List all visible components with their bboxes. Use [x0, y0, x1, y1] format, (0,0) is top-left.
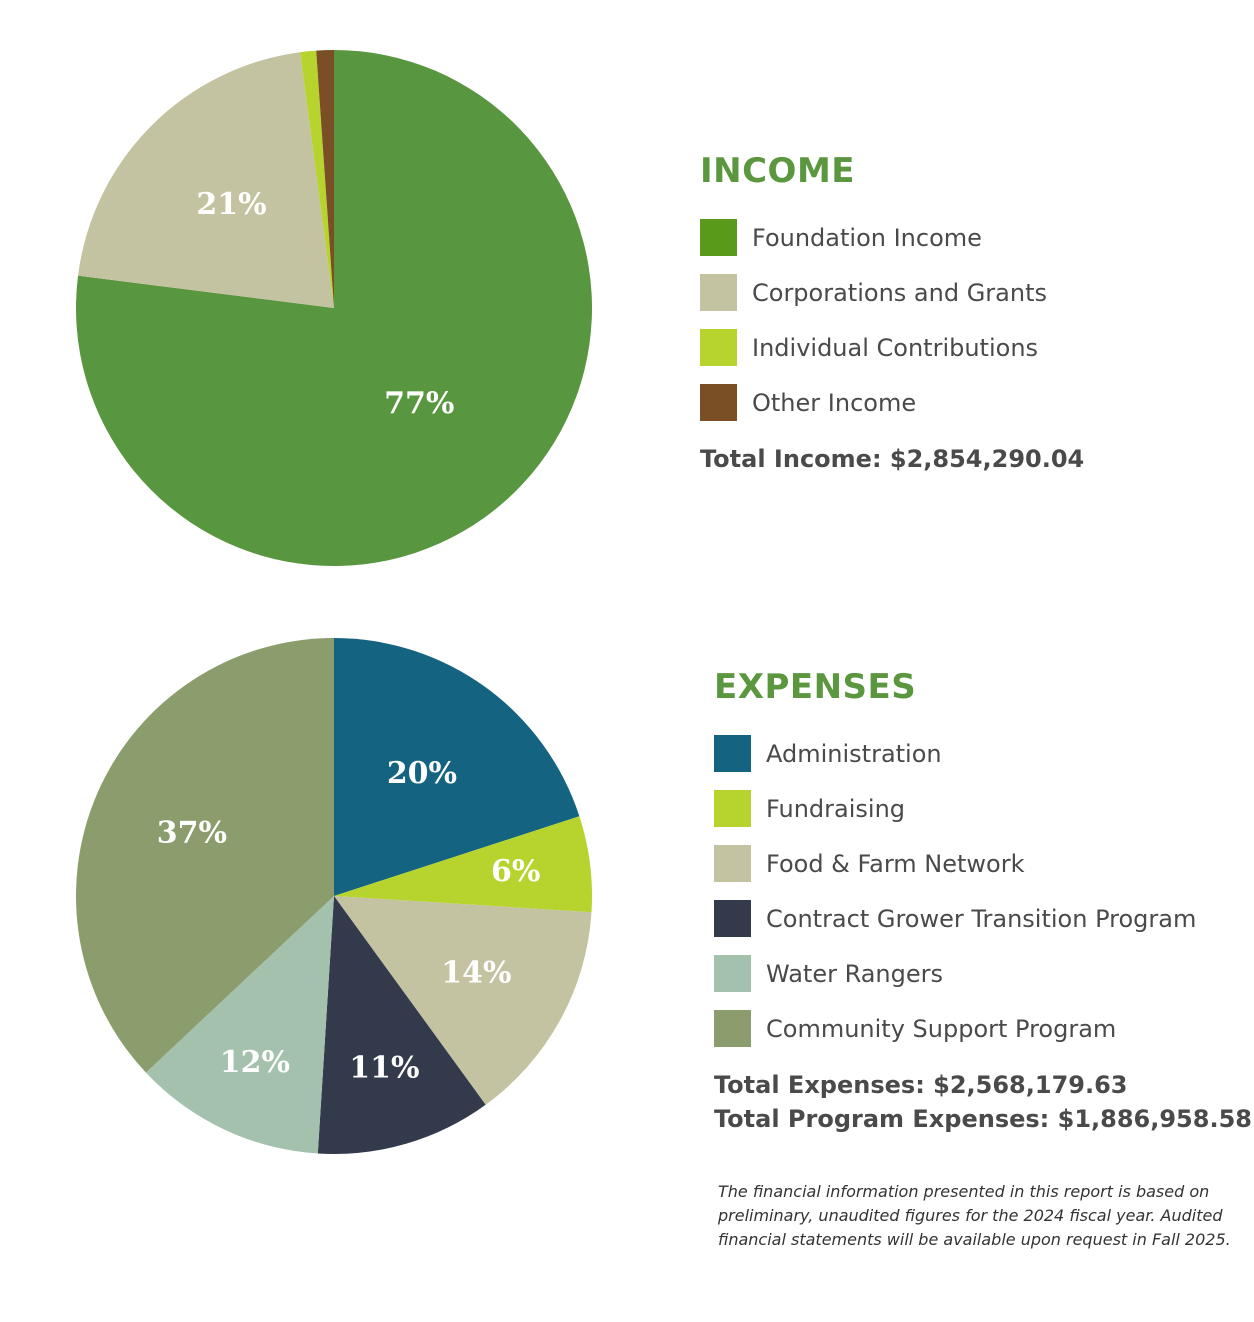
- legend-swatch: [700, 274, 737, 311]
- legend-label: Foundation Income: [752, 223, 982, 252]
- legend-label: Food & Farm Network: [766, 849, 1025, 878]
- total-expenses: Total Expenses: $2,568,179.63: [714, 1071, 1128, 1099]
- expenses-title: EXPENSES: [714, 667, 917, 707]
- legend-item-corporations-and-grants: Corporations and Grants: [700, 265, 1084, 320]
- pie-slice-other-income: [316, 50, 334, 308]
- pie-slice-corporations-and-grants: [78, 52, 334, 308]
- disclaimer-note: The financial information presented in t…: [718, 1182, 1231, 1249]
- pie-slice-individual-contributions: [300, 50, 334, 309]
- legend-item-contract-grower-transition: Contract Grower Transition Program: [714, 891, 1252, 946]
- legend-swatch: [700, 384, 737, 421]
- total-program-expenses: Total Program Expenses: $1,886,958.58: [714, 1105, 1252, 1133]
- legend-item-individual-contributions: Individual Contributions: [700, 320, 1084, 375]
- legend-item-food-farm-network: Food & Farm Network: [714, 836, 1252, 891]
- legend-label: Fundraising: [766, 794, 906, 823]
- expenses-legend: EXPENSES Administration Fundraising Food…: [714, 666, 1252, 1136]
- legend-item-water-rangers: Water Rangers: [714, 946, 1252, 1001]
- pie-label-fundraising: 6%: [491, 854, 540, 889]
- pie-label-community-support-program: 37%: [157, 816, 227, 851]
- legend-label: Water Rangers: [766, 959, 944, 988]
- pie-label-food-farm-network: 14%: [441, 955, 511, 990]
- legend-swatch: [714, 735, 751, 772]
- legend-label: Other Income: [752, 388, 917, 417]
- legend-swatch: [714, 955, 751, 992]
- pie-slice-fundraising: [334, 816, 592, 913]
- legend-item-fundraising: Fundraising: [714, 781, 1252, 836]
- income-title: INCOME: [700, 151, 856, 191]
- expenses-pie-chart: 20% 6% 14% 11% 12% 37%: [76, 638, 592, 1154]
- legend-swatch: [714, 790, 751, 827]
- total-income: Total Income: $2,854,290.04: [700, 445, 1085, 473]
- legend-swatch: [714, 845, 751, 882]
- pie-slice-contract-grower-transition-program: [317, 896, 486, 1154]
- legend-item-foundation-income: Foundation Income: [700, 210, 1084, 265]
- legend-item-administration: Administration: [714, 726, 1252, 781]
- legend-swatch: [714, 1010, 751, 1047]
- legend-item-other-income: Other Income: [700, 375, 1084, 430]
- pie-label-foundation-income: 77%: [384, 386, 454, 421]
- pie-slice-foundation-income: [76, 50, 593, 566]
- pie-slice-food-farm-network: [334, 896, 592, 1105]
- pie-label-corporations-and-grants: 21%: [196, 187, 266, 222]
- legend-label: Community Support Program: [766, 1014, 1117, 1043]
- legend-swatch: [714, 900, 751, 937]
- legend-swatch: [700, 219, 737, 256]
- income-legend: INCOME Foundation Income Corporations an…: [700, 150, 1084, 476]
- pie-slice-water-rangers: [145, 896, 334, 1154]
- pie-label-contract-grower-transition-program: 11%: [349, 1050, 419, 1085]
- pie-label-administration: 20%: [387, 756, 457, 791]
- legend-label: Corporations and Grants: [752, 278, 1047, 307]
- pie-label-water-rangers: 12%: [220, 1045, 290, 1080]
- legend-label: Individual Contributions: [752, 333, 1039, 362]
- expenses-totals: Total Expenses: $2,568,179.63 Total Prog…: [714, 1068, 1252, 1136]
- legend-label: Contract Grower Transition Program: [766, 904, 1197, 933]
- pie-slice-community-support-program: [76, 638, 335, 1073]
- legend-swatch: [700, 329, 737, 366]
- legend-item-community-support: Community Support Program: [714, 1001, 1252, 1056]
- pie-slice-administration: [334, 638, 580, 896]
- income-pie-chart: 77% 21%: [76, 50, 593, 566]
- legend-label: Administration: [766, 739, 942, 768]
